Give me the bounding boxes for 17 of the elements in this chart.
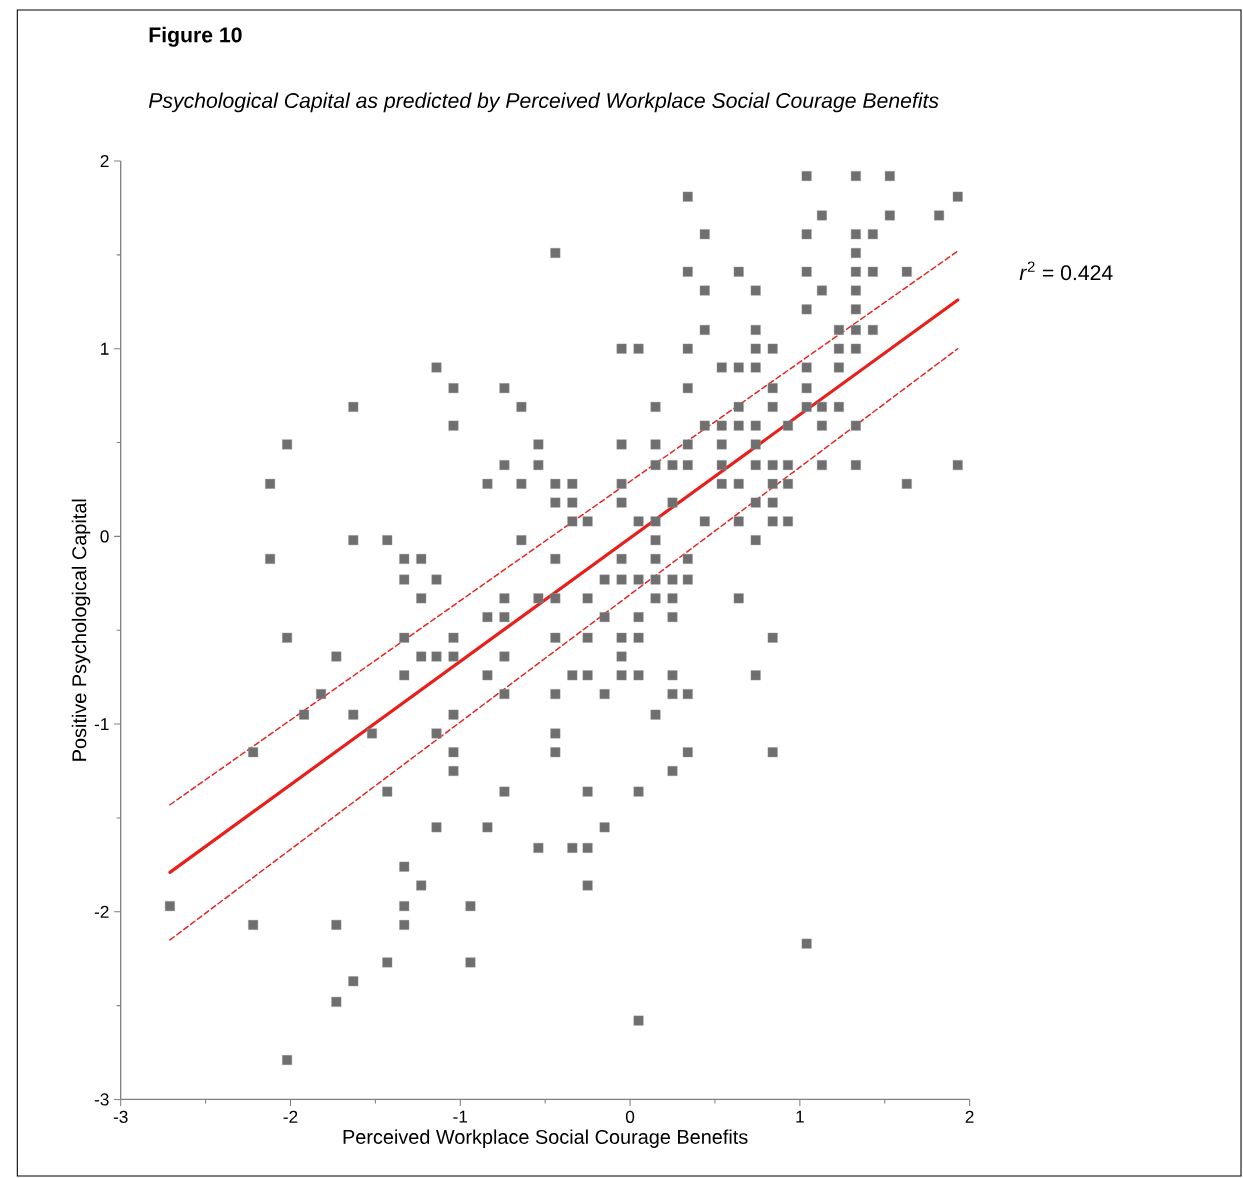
y-tick-label: 2 [100,155,109,168]
x-tick-label: 2 [965,1110,974,1123]
x-tick-label: -1 [453,1110,468,1123]
x-axis-title: Perceived Workplace Social Courage Benefits [343,1129,748,1148]
chart-title: Figure 10 [149,26,242,47]
chart-subtitle: Psychological Capital as predicted by Perceived Workplace Social Courage Benefits [148,92,939,113]
y-tick-label: -2 [94,905,109,918]
y-tick-label: 1 [101,342,109,355]
y-tick-label: -1 [94,718,109,731]
x-tick-label: 1 [796,1110,804,1123]
y-tick-label: 0 [100,530,109,543]
text: r$^{2}$ = 0.424 [1019,261,1113,281]
x-tick-label: -2 [283,1110,298,1123]
x-tick-label: 0 [625,1110,635,1123]
x-tick-label: -3 [113,1110,128,1123]
y-axis-title: Positive Psychological Capital [71,499,91,761]
y-tick-label: -3 [94,1093,109,1106]
